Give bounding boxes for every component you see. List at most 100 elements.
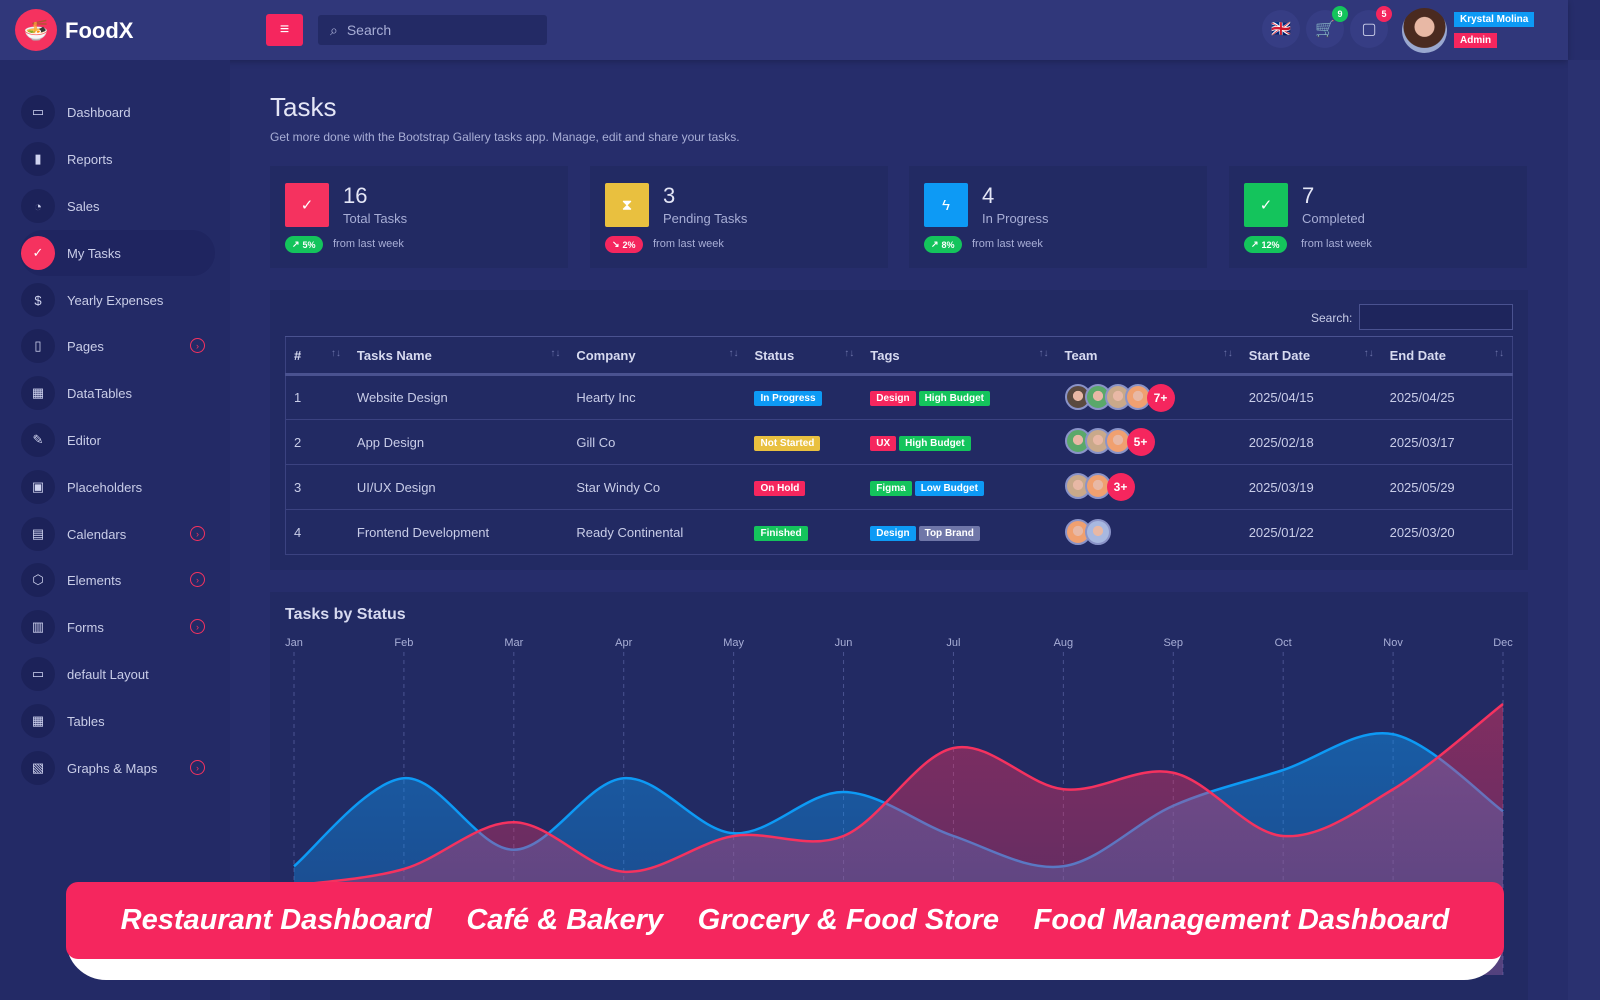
map-icon: ▧	[21, 751, 55, 785]
cell-tags: Design High Budget	[862, 374, 1057, 420]
date-text: 2025/04/25	[1389, 390, 1455, 405]
sort-icon[interactable]: ↑↓	[330, 347, 341, 359]
sort-icon[interactable]: ↑↓	[844, 347, 855, 359]
sidebar-item-calendars[interactable]: ▤ Calendars ›	[20, 511, 215, 557]
logo-bowl-icon[interactable]: 🍜	[15, 9, 57, 51]
table-search-label: Search:	[1311, 311, 1353, 325]
table-row[interactable]: 3 UI/UX Design Star Windy Co On Hold Figma Lo…	[285, 464, 1513, 510]
cell-id: 2	[285, 419, 349, 465]
column-header[interactable]: Company ↑↓	[568, 336, 747, 376]
column-header-label: Company	[576, 347, 636, 363]
x-tick-label: Mar	[504, 637, 523, 649]
trend-up-icon: ↗	[292, 239, 300, 249]
banner-item: Grocery & Food Store	[697, 904, 999, 936]
image-icon: ▣	[21, 470, 55, 504]
column-header[interactable]: Tags ↑↓	[862, 336, 1057, 376]
sidebar-item-label: Yearly Expenses	[67, 292, 164, 308]
trend-up-icon: ↗	[931, 239, 939, 249]
sidebar-item-graphs-maps[interactable]: ▧ Graphs & Maps ›	[20, 745, 215, 791]
messages-button[interactable]: ▢ 5	[1350, 6, 1392, 48]
sidebar-item-dashboard[interactable]: ▭ Dashboard	[20, 89, 215, 135]
messages-count-badge: 5	[1376, 6, 1392, 22]
stat-icon: ⧗	[605, 183, 649, 227]
sidebar-item-label: default Layout	[67, 666, 149, 682]
sidebar-item-datatables[interactable]: ▦ DataTables	[20, 370, 215, 416]
x-tick-label: May	[723, 637, 744, 649]
x-tick-label: Oct	[1275, 637, 1292, 649]
team-member-avatar[interactable]	[1084, 519, 1111, 545]
table-header-row: # ↑↓ Tasks Name ↑↓ Company ↑↓ Status ↑↓ Tags ↑↓ Te…	[285, 336, 1513, 376]
column-header[interactable]: End Date ↑↓	[1381, 336, 1513, 376]
tag-badge: Low Budget	[914, 480, 984, 496]
table-search-input[interactable]	[1359, 304, 1513, 330]
chevron-right-icon: ›	[190, 760, 205, 775]
status-badge: In Progress	[754, 391, 822, 406]
column-header[interactable]: Team ↑↓	[1056, 336, 1241, 376]
sidebar-item-label: Calendars	[67, 526, 127, 542]
search-input[interactable]: ⌕ Search	[318, 15, 547, 45]
sidebar-item-label: Graphs & Maps	[67, 760, 158, 776]
column-header[interactable]: # ↑↓	[285, 336, 349, 376]
column-header-label: #	[294, 347, 302, 363]
uk-flag-icon[interactable]: 🇬🇧	[1262, 10, 1300, 48]
sidebar-item-tables[interactable]: ▦ Tables	[20, 698, 215, 744]
table-row[interactable]: 4 Frontend Development Ready Continental Fi…	[285, 509, 1513, 555]
sidebar-item-editor[interactable]: ✎ Editor	[20, 417, 215, 463]
calendar-icon: ▤	[21, 517, 55, 551]
team-member-avatar[interactable]	[1124, 383, 1151, 410]
cell-id-text: 3	[294, 479, 302, 495]
x-tick-label: Feb	[394, 637, 413, 649]
sort-icon[interactable]: ↑↓	[1363, 347, 1374, 359]
stat-change-badge: ↗ 12%	[1244, 236, 1287, 253]
team-more-count[interactable]: 3+	[1106, 473, 1135, 501]
dollar-icon: $	[21, 283, 55, 317]
sort-icon[interactable]: ↑↓	[550, 347, 561, 359]
cell-company: Gill Co	[568, 419, 747, 465]
cell-team	[1056, 509, 1241, 555]
column-header[interactable]: Tasks Name ↑↓	[348, 336, 569, 376]
sort-icon[interactable]: ↑↓	[1494, 347, 1504, 359]
brand-name[interactable]: FoodX	[65, 18, 134, 43]
team-more-count[interactable]: 7+	[1146, 383, 1175, 412]
sidebar-item-sales[interactable]: ◔ Sales	[20, 183, 215, 229]
cell-status: On Hold	[746, 464, 863, 510]
table-row[interactable]: 2 App Design Gill Co Not Started UX High Budg…	[285, 419, 1513, 465]
user-avatar[interactable]	[1402, 8, 1447, 53]
stat-icon: ϟ	[924, 183, 968, 227]
sidebar-item-label: My Tasks	[67, 245, 121, 261]
cell-team: 5+	[1056, 419, 1241, 465]
search-placeholder: Search	[346, 22, 392, 38]
sidebar-item-placeholders[interactable]: ▣ Placeholders	[20, 464, 215, 510]
banner-item: Restaurant Dashboard	[120, 904, 432, 936]
sidebar-item-forms[interactable]: ▥ Forms ›	[20, 604, 215, 650]
cart-button[interactable]: 🛒 9	[1306, 6, 1348, 48]
tag-badge: Figma	[870, 480, 912, 496]
table-row[interactable]: 1 Website Design Hearty Inc In Progress Desi…	[285, 374, 1513, 420]
cell-id-text: 4	[294, 524, 302, 540]
sort-icon[interactable]: ↑↓	[1038, 347, 1049, 359]
chevron-right-icon: ›	[190, 338, 205, 353]
user-name[interactable]: Krystal Molina	[1454, 12, 1535, 27]
cell-tags: UX High Budget	[862, 419, 1057, 465]
scrollbar[interactable]	[1568, 60, 1600, 1000]
sidebar-item-pages[interactable]: ▯ Pages ›	[20, 323, 215, 369]
sort-icon[interactable]: ↑↓	[728, 347, 739, 359]
stat-change-badge: ↘ 2%	[605, 236, 643, 253]
sidebar-item-reports[interactable]: ▮ Reports	[20, 136, 215, 182]
team-more-count[interactable]: 5+	[1126, 428, 1155, 456]
sidebar-item-elements[interactable]: ⬡ Elements ›	[20, 557, 215, 603]
sort-icon[interactable]: ↑↓	[1222, 347, 1233, 359]
message-icon: ▢	[1361, 21, 1377, 38]
menu-toggle-button[interactable]: ≡	[266, 14, 303, 46]
column-header[interactable]: Status ↑↓	[746, 336, 863, 376]
sidebar-item-default-layout[interactable]: ▭ default Layout	[20, 651, 215, 697]
tag-badge: Design	[870, 391, 916, 406]
sidebar-item-my-tasks[interactable]: ✓ My Tasks	[20, 230, 215, 276]
cell-company: Hearty Inc	[568, 374, 747, 420]
column-header[interactable]: Start Date ↑↓	[1240, 336, 1382, 376]
date-text: 2025/03/20	[1389, 524, 1455, 540]
cell-company-text: Star Windy Co	[576, 479, 661, 495]
cell-company: Ready Continental	[568, 509, 747, 555]
stat-label: Completed	[1302, 211, 1365, 226]
sidebar-item-yearly-expenses[interactable]: $ Yearly Expenses	[20, 277, 215, 323]
